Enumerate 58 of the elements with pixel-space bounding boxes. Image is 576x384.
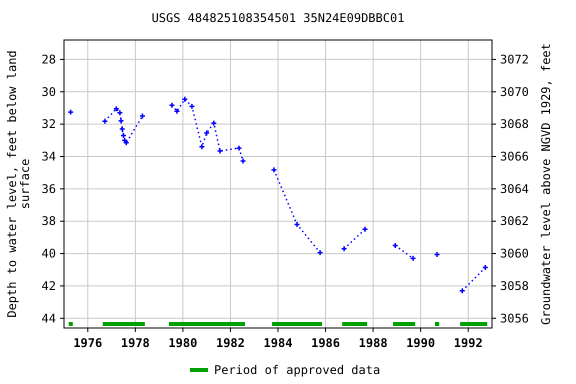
x-tick-label: 1984	[264, 336, 292, 350]
y2-axis-title: Groundwater level above NGVD 1929, feet	[539, 43, 553, 325]
legend-label: Period of approved data	[214, 363, 380, 377]
point	[236, 144, 242, 152]
x-tick-label: 1978	[120, 336, 150, 350]
point	[102, 118, 108, 124]
point	[119, 126, 126, 132]
point	[198, 144, 206, 150]
y-tick-label: 34	[42, 149, 56, 164]
point	[210, 120, 218, 126]
y2-tick-label: 3064	[500, 182, 529, 196]
x-tick-label: 1986	[311, 336, 340, 350]
x-tick-label: 1990	[406, 336, 436, 350]
chart-title: USGS 484825108354501 35N24E09DBBC01	[152, 11, 404, 25]
y-tick-label: 40	[42, 246, 56, 261]
y2-tick-label: 3072	[500, 52, 529, 66]
x-tick-label: 1976	[73, 336, 102, 350]
point	[482, 264, 489, 271]
point	[294, 221, 300, 228]
point	[410, 255, 416, 262]
x-tick-label: 1980	[168, 336, 198, 350]
y-axis-title: Depth to water level, feet below land surface	[5, 50, 32, 318]
point	[240, 158, 246, 164]
point	[362, 226, 368, 233]
point	[203, 130, 210, 136]
point	[434, 251, 440, 258]
point	[182, 96, 188, 102]
point	[116, 110, 124, 116]
point	[340, 245, 348, 252]
y-tick-label: 30	[42, 84, 56, 99]
x-tick-label: 1988	[358, 336, 388, 350]
point	[118, 118, 124, 124]
y-tick-label: 32	[42, 117, 56, 132]
y2-tick-label: 3070	[500, 84, 529, 99]
point	[174, 108, 180, 114]
point	[113, 106, 120, 112]
y2-tick-label: 3066	[500, 149, 529, 164]
point	[139, 112, 146, 120]
point	[392, 242, 398, 249]
point	[316, 249, 324, 256]
point	[459, 288, 466, 294]
y-tick-label: 44	[42, 311, 56, 326]
point	[168, 102, 176, 108]
y2-tick-label: 3056	[500, 311, 529, 326]
y2-tick-label: 3068	[500, 117, 529, 132]
point	[216, 148, 224, 154]
y2-tick-label: 3062	[500, 214, 529, 228]
point	[188, 103, 196, 110]
y2-tick-label: 3058	[500, 278, 529, 293]
y-tick-label: 36	[42, 182, 56, 196]
y-tick-label: 38	[42, 214, 56, 228]
point	[67, 108, 74, 116]
y-tick-label: 28	[42, 52, 56, 66]
x-tick-label: 1982	[216, 336, 245, 350]
y-tick-label: 42	[42, 278, 56, 293]
y2-tick-label: 3060	[500, 246, 529, 261]
x-tick-label: 1992	[454, 336, 483, 350]
point	[270, 166, 278, 174]
